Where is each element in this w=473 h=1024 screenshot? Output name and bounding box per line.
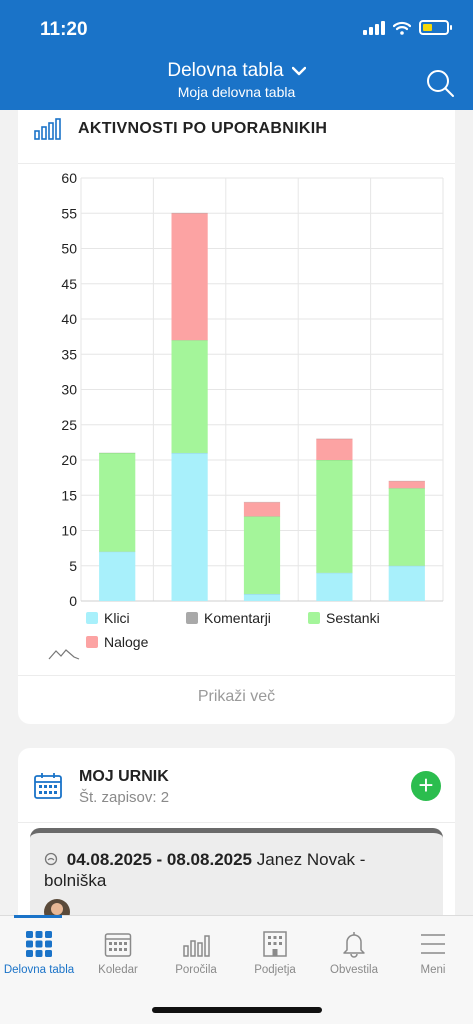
status-time: 11:20 — [40, 19, 88, 40]
y-tick-label: 45 — [61, 276, 77, 292]
bar-chart-icon — [34, 118, 61, 140]
y-tick-label: 40 — [61, 311, 77, 327]
page-subtitle: Moja delovna tabla — [177, 84, 296, 100]
y-tick-label: 5 — [69, 558, 77, 574]
building-icon — [263, 931, 287, 957]
legend-swatch — [86, 636, 98, 648]
bar-segment[interactable] — [243, 593, 281, 601]
add-entry-button[interactable]: + — [411, 771, 441, 801]
tab-obvestila[interactable]: Obvestila — [315, 916, 393, 986]
tab-label: Podjetja — [254, 964, 296, 976]
wifi-icon — [393, 21, 411, 35]
bar-segment[interactable] — [171, 452, 208, 601]
bar-segment[interactable] — [171, 213, 208, 341]
schedule-card: MOJ URNIK Št. zapisov: 2 + 04.08.2025 - … — [18, 748, 455, 958]
cellular-signal-icon — [363, 20, 385, 35]
y-tick-label: 15 — [61, 487, 77, 503]
status-icons — [363, 20, 452, 35]
y-tick-label: 50 — [61, 241, 77, 257]
home-indicator — [152, 1007, 322, 1013]
page-title: Delovna tabla — [167, 60, 284, 81]
legend-item[interactable]: Komentarji — [186, 610, 308, 626]
bar-segment[interactable] — [388, 488, 425, 566]
tab-label: Koledar — [98, 964, 138, 976]
chevron-down-icon — [291, 66, 306, 76]
bar-segment[interactable] — [316, 572, 353, 601]
tab-meni[interactable]: Meni — [394, 916, 472, 986]
bar-segment[interactable] — [316, 438, 353, 460]
bar-segment[interactable] — [388, 481, 425, 489]
bar-segment[interactable] — [243, 502, 281, 517]
activity-card: AKTIVNOSTI PO UPORABNIKIH 0 5 10 15 20 25 30 35… — [18, 110, 455, 724]
legend-swatch — [308, 612, 320, 624]
x-tick-label: Janez Nov... — [129, 605, 201, 608]
y-tick-label: 60 — [61, 170, 77, 186]
legend-item[interactable]: Sestanki — [308, 610, 418, 626]
tab-label: Delovna tabla — [3, 964, 75, 976]
tab-label: Meni — [420, 964, 446, 976]
legend-swatch — [86, 612, 98, 624]
chart-legend: Klici Komentarji Sestanki Naloge — [86, 610, 426, 650]
calendar-icon — [104, 933, 132, 957]
app-header: 11:20 Delovna tabla Moja delovna tabla — [0, 0, 473, 110]
y-tick-label: 10 — [61, 523, 77, 539]
search-icon[interactable] — [425, 68, 455, 98]
y-tick-label: 55 — [61, 205, 77, 221]
legend-label: Klici — [104, 610, 130, 626]
grid-icon — [26, 931, 52, 957]
bottom-tab-bar: Delovna tabla Koledar Poročila Podjetja … — [0, 915, 473, 1024]
schedule-title: MOJ URNIK — [79, 768, 169, 785]
y-tick-label: 0 — [69, 593, 77, 608]
entry-text: Janez Novak - bolniška — [44, 850, 366, 890]
card-title: AKTIVNOSTI PO UPORABNIKIH — [78, 120, 328, 137]
activity-chart: 051015202530354045505560Andreja F...Jane… — [61, 170, 444, 608]
tab-koledar[interactable]: Koledar — [79, 916, 157, 986]
bar-chart-icon — [183, 935, 210, 957]
entry-dates: 04.08.2025 - 08.08.2025 — [66, 850, 253, 869]
menu-icon — [421, 934, 445, 954]
legend-label: Sestanki — [326, 610, 380, 626]
bar-segment[interactable] — [388, 565, 425, 601]
tab-porocila[interactable]: Poročila — [157, 916, 235, 986]
tab-podjetja[interactable]: Podjetja — [236, 916, 314, 986]
show-more-button[interactable]: Prikaži več — [197, 688, 276, 705]
x-tick-label: Jure Horvat — [206, 604, 274, 608]
bar-segment[interactable] — [99, 452, 136, 552]
sick-leave-icon — [44, 852, 58, 866]
y-tick-label: 25 — [61, 417, 77, 433]
battery-icon — [419, 20, 452, 35]
legend-item[interactable]: Naloge — [86, 634, 186, 650]
x-tick-label: Živa Buko... — [349, 605, 418, 608]
y-tick-label: 20 — [61, 452, 77, 468]
bell-icon — [343, 932, 365, 958]
legend-label: Naloge — [104, 634, 149, 650]
calendar-icon — [34, 773, 62, 799]
tab-label: Poročila — [175, 964, 217, 976]
bar-segment[interactable] — [316, 460, 353, 573]
y-tick-label: 30 — [61, 382, 77, 398]
legend-label: Komentarji — [204, 610, 271, 626]
bar-segment[interactable] — [99, 551, 136, 601]
tab-label: Obvestila — [330, 964, 378, 976]
mountain-icon — [48, 649, 80, 660]
legend-item[interactable]: Klici — [86, 610, 186, 626]
dashboard-selector[interactable]: Delovna tabla — [167, 60, 306, 82]
legend-swatch — [186, 612, 198, 624]
bar-segment[interactable] — [243, 516, 281, 594]
bar-segment[interactable] — [171, 340, 208, 453]
schedule-count: Št. zapisov: 2 — [79, 789, 170, 806]
x-tick-label: Miha Petek — [280, 604, 346, 608]
y-tick-label: 35 — [61, 346, 77, 362]
tab-delovna-tabla[interactable]: Delovna tabla — [0, 915, 78, 986]
